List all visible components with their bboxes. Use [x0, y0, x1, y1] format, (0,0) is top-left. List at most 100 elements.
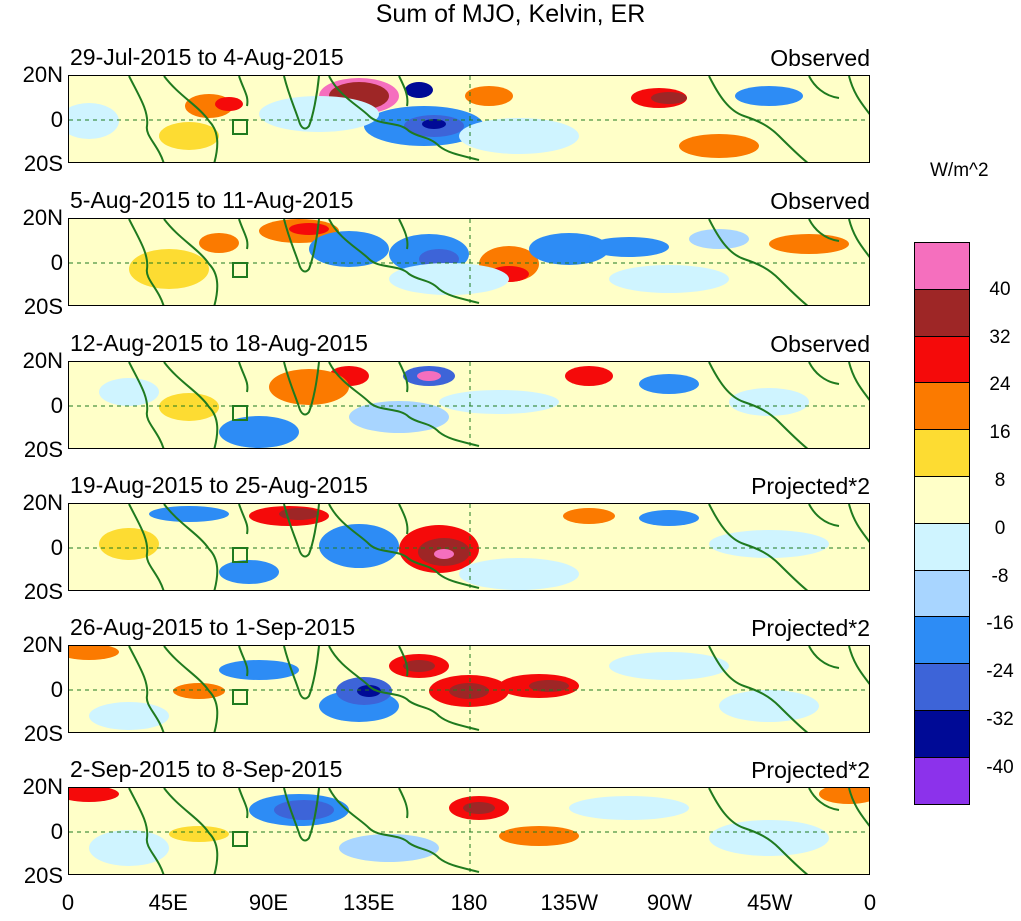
anomaly-field: [69, 219, 869, 305]
reference-box: [232, 547, 248, 563]
longitude-label: 180: [450, 890, 488, 915]
coastline: [808, 76, 840, 99]
anomaly-contour: [465, 86, 513, 106]
anomaly-contour: [199, 233, 239, 253]
anomaly-contour: [679, 134, 759, 158]
coastline: [283, 788, 320, 842]
panel-date-range: 2-Sep-2015 to 8-Sep-2015: [70, 756, 343, 782]
anomaly-contour: [215, 97, 243, 111]
anomaly-contour: [719, 690, 819, 722]
anomaly-contour: [319, 524, 399, 568]
coastline: [848, 504, 869, 543]
longitude-label: 135E: [343, 890, 395, 915]
latitude-label: 20S: [23, 294, 63, 319]
anomaly-contour: [422, 119, 446, 129]
colorbar-swatch: [914, 242, 970, 290]
panel-type-tag: Projected*2: [751, 473, 870, 499]
longitude-label: 45E: [148, 890, 188, 915]
coastline: [398, 76, 409, 107]
anomaly-contour: [349, 401, 449, 433]
coastline: [328, 362, 480, 447]
coastline: [328, 788, 480, 873]
coastline: [238, 646, 249, 677]
anomaly-contour: [309, 231, 389, 267]
anomaly-contour: [529, 680, 569, 692]
anomaly-contour: [529, 233, 609, 265]
coastline: [808, 788, 840, 811]
colorbar-swatch: [914, 429, 970, 477]
coastline: [163, 362, 219, 448]
colorbar-tick-label: -40: [986, 756, 1014, 778]
coastline: [848, 76, 869, 115]
anomaly-contour: [99, 378, 159, 406]
coastline: [328, 646, 480, 731]
anomaly-contour: [729, 388, 809, 416]
anomaly-contour: [735, 86, 803, 106]
anomaly-field: [69, 362, 869, 448]
coastline: [808, 504, 840, 527]
anomaly-field: [69, 646, 869, 732]
anomaly-contour: [609, 265, 729, 293]
figure-title: Sum of MJO, Kelvin, ER: [375, 0, 646, 28]
anomaly-contour: [405, 82, 433, 98]
colorbar-tick-label: -32: [986, 709, 1014, 730]
latitude-label: 20S: [23, 151, 63, 176]
map-panel: [68, 361, 870, 449]
panel-date-range: 29-Jul-2015 to 4-Aug-2015: [70, 44, 344, 70]
coastline: [398, 219, 409, 250]
latitude-label: 20S: [23, 579, 63, 604]
coastline: [163, 646, 219, 732]
colorbar-tick-label: 0: [994, 517, 1006, 539]
coastline: [708, 76, 809, 162]
coastline: [238, 219, 249, 250]
colorbar-tick-label: -24: [986, 661, 1014, 683]
coastline: [283, 219, 320, 273]
anomaly-contour: [219, 560, 279, 584]
anomaly-contour: [434, 549, 454, 559]
anomaly-contour: [769, 234, 849, 254]
coastline: [808, 362, 840, 385]
anomaly-contour: [569, 796, 689, 820]
latitude-label: 20N: [22, 205, 63, 230]
latitude-label: 20S: [23, 437, 63, 462]
coastline: [128, 362, 165, 448]
coastline: [808, 646, 840, 669]
anomaly-contour: [149, 506, 229, 522]
coastline: [128, 76, 165, 162]
anomaly-contour: [259, 96, 379, 132]
latitude-label: 20N: [22, 62, 63, 87]
anomaly-field: [69, 504, 869, 590]
anomaly-contour: [219, 416, 299, 448]
anomaly-contour: [389, 263, 509, 295]
colorbar-swatch: [914, 288, 970, 337]
anomaly-contour: [565, 366, 613, 386]
anomaly-contour: [169, 826, 229, 842]
latitude-label: 20N: [22, 490, 63, 515]
anomaly-contour: [563, 508, 615, 524]
colorbar-swatch: [914, 335, 970, 384]
colorbar: [914, 242, 970, 805]
coastline: [163, 219, 219, 305]
anomaly-contour: [639, 510, 699, 526]
panel-type-tag: Observed: [770, 45, 870, 71]
colorbar-swatch: [914, 475, 970, 524]
coastline: [328, 76, 480, 161]
coastline: [808, 219, 840, 242]
anomaly-field: [69, 788, 869, 874]
anomaly-contour: [279, 508, 319, 520]
anomaly-contour: [69, 788, 119, 802]
reference-box: [232, 689, 248, 705]
latitude-label: 0: [50, 250, 63, 275]
coastline: [163, 504, 219, 590]
anomaly-contour: [274, 800, 334, 820]
colorbar-tick-label: -8: [991, 565, 1009, 587]
coastline: [398, 504, 409, 535]
anomaly-contour: [459, 558, 579, 590]
coastline: [708, 504, 809, 590]
coastline: [708, 219, 809, 305]
panel-date-range: 19-Aug-2015 to 25-Aug-2015: [70, 472, 368, 498]
coastline: [708, 362, 809, 448]
latitude-label: 0: [50, 393, 63, 418]
colorbar-swatch: [914, 569, 970, 618]
anomaly-contour: [449, 683, 489, 699]
